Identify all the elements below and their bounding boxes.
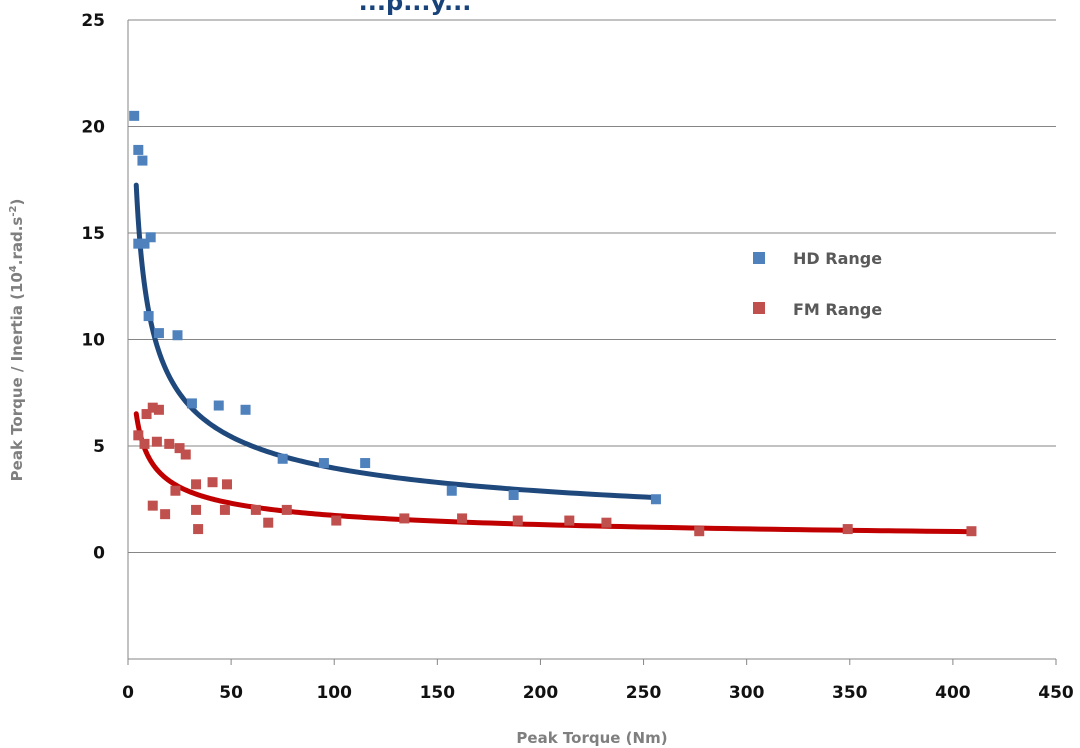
- x-tick-label: 250: [626, 683, 662, 703]
- data-point-fm-range: [966, 526, 977, 537]
- data-point-fm-range: [147, 500, 158, 511]
- y-tick-label: 25: [81, 11, 105, 31]
- data-point-fm-range: [694, 526, 705, 537]
- data-points: [129, 110, 977, 537]
- legend: HD Range FM Range: [753, 249, 882, 319]
- data-point-fm-range: [141, 409, 152, 420]
- data-point-fm-range: [601, 517, 612, 528]
- x-tick-label: 450: [1038, 683, 1074, 703]
- data-point-fm-range: [153, 404, 164, 415]
- y-axis-title-sup2: -2: [8, 205, 19, 216]
- legend-label-hd: HD Range: [793, 249, 882, 268]
- y-tick-label: 5: [93, 437, 105, 457]
- data-point-hd-range: [650, 494, 661, 505]
- x-tick-label: 200: [523, 683, 559, 703]
- data-point-fm-range: [512, 515, 523, 526]
- data-point-fm-range: [133, 430, 144, 441]
- y-axis-title-main: Peak Torque / Inertia (10: [8, 272, 26, 481]
- data-point-hd-range: [172, 330, 183, 341]
- y-tick-labels: 0 5 10 15 20 25: [81, 11, 105, 564]
- data-point-hd-range: [133, 144, 144, 155]
- chart-title: ...p...y...: [359, 0, 472, 16]
- y-tick-label: 15: [81, 224, 105, 244]
- data-point-hd-range: [129, 110, 140, 121]
- data-point-hd-range: [318, 458, 329, 469]
- data-point-hd-range: [360, 458, 371, 469]
- data-point-hd-range: [446, 485, 457, 496]
- trend-lines: [133, 182, 977, 535]
- data-point-fm-range: [160, 509, 171, 520]
- data-point-fm-range: [151, 436, 162, 447]
- data-point-fm-range: [164, 438, 175, 449]
- legend-marker-fm: [753, 302, 765, 314]
- data-point-fm-range: [174, 443, 185, 454]
- data-point-fm-range: [191, 504, 202, 515]
- data-point-hd-range: [213, 400, 224, 411]
- y-axis-title: Peak Torque / Inertia (104.rad.s-2): [8, 199, 26, 482]
- data-point-fm-range: [139, 438, 150, 449]
- y-axis-title-end: ): [8, 199, 26, 206]
- legend-label-fm: FM Range: [793, 300, 882, 319]
- data-point-hd-range: [508, 489, 519, 500]
- data-point-hd-range: [143, 311, 154, 322]
- y-axis-title-mid: .rad.s: [8, 217, 26, 266]
- trend-line-fm-range: [133, 411, 977, 535]
- data-point-hd-range: [186, 398, 197, 409]
- x-tick-label: 400: [935, 683, 971, 703]
- data-point-fm-range: [219, 504, 230, 515]
- data-point-hd-range: [137, 155, 148, 166]
- data-point-hd-range: [277, 453, 288, 464]
- data-point-fm-range: [331, 515, 342, 526]
- data-point-fm-range: [207, 477, 218, 488]
- data-point-fm-range: [250, 504, 261, 515]
- data-point-fm-range: [399, 513, 410, 524]
- data-point-hd-range: [240, 404, 251, 415]
- y-tick-label: 0: [93, 544, 105, 564]
- data-point-fm-range: [457, 513, 468, 524]
- data-point-fm-range: [564, 515, 575, 526]
- data-point-hd-range: [139, 238, 150, 249]
- data-point-fm-range: [193, 524, 204, 535]
- data-point-fm-range: [281, 504, 292, 515]
- data-point-fm-range: [842, 524, 853, 535]
- data-point-hd-range: [153, 328, 164, 339]
- trend-line-hd-range: [133, 182, 657, 500]
- x-tick-label: 300: [729, 683, 765, 703]
- data-point-fm-range: [263, 517, 274, 528]
- x-axis-title: Peak Torque (Nm): [516, 729, 667, 747]
- legend-marker-hd: [753, 252, 765, 264]
- x-tick-label: 50: [219, 683, 243, 703]
- data-point-hd-range: [133, 238, 144, 249]
- data-point-fm-range: [180, 449, 191, 460]
- x-tick-label: 350: [832, 683, 868, 703]
- x-tick-labels: 0 50 100 150 200 250 300 350 400 450: [122, 659, 1074, 703]
- data-point-fm-range: [147, 402, 158, 413]
- data-point-fm-range: [221, 479, 232, 490]
- gridlines: [128, 19, 1056, 553]
- x-tick-label: 100: [316, 683, 352, 703]
- data-point-hd-range: [145, 232, 156, 243]
- y-tick-label: 10: [81, 331, 105, 351]
- y-axis-title-sup1: 4: [8, 265, 19, 272]
- x-tick-label: 150: [420, 683, 456, 703]
- x-tick-label: 0: [122, 683, 134, 703]
- data-point-fm-range: [170, 485, 181, 496]
- y-tick-label: 20: [81, 118, 105, 138]
- data-point-fm-range: [191, 479, 202, 490]
